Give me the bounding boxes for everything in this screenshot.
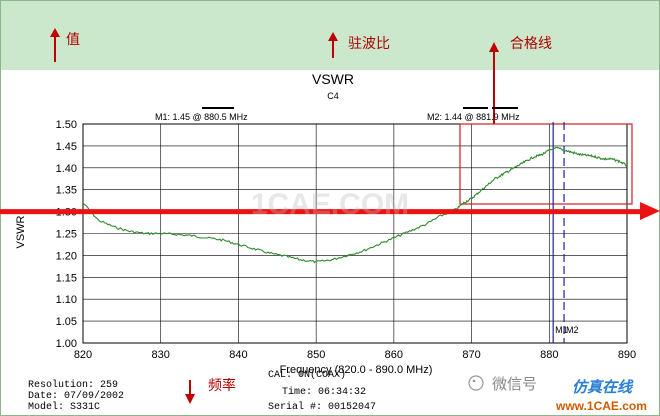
y-tick-label: 1.35 bbox=[56, 185, 77, 197]
value-annotation: 值 bbox=[50, 28, 80, 62]
footer-date: Date: 07/09/2002 bbox=[28, 390, 124, 402]
x-tick-label: 880 bbox=[540, 349, 558, 361]
y-tick-label: 1.40 bbox=[56, 163, 77, 175]
x-tick-label: 820 bbox=[74, 349, 92, 361]
header-banner bbox=[0, 0, 660, 70]
footer-serial: Serial #: 00152047 bbox=[268, 401, 376, 413]
wechat-watermark: 微信号 bbox=[468, 375, 537, 393]
y-axis-label: VSWR bbox=[15, 215, 27, 248]
frequency-arrow-head bbox=[185, 394, 195, 404]
marker-tag-1: M1 bbox=[555, 325, 568, 335]
y-tick-labels: 1.501.451.401.351.301.251.201.151.101.05… bbox=[56, 119, 77, 350]
site-watermark: www.1CAE.com bbox=[555, 399, 647, 413]
m2-readout: M2: 1.44 @ 881.9 MHz bbox=[427, 112, 520, 122]
x-tick-label: 840 bbox=[229, 349, 247, 361]
x-tick-labels: 820 830 840 850 860 870 880 890 bbox=[74, 349, 636, 361]
y-tick-label: 1.50 bbox=[56, 119, 77, 131]
x-tick-label: 890 bbox=[618, 349, 636, 361]
footer-time: Time: 06:34:32 bbox=[282, 386, 366, 398]
pass-line-arrowhead bbox=[640, 202, 660, 220]
vswr-annotation-label: 驻波比 bbox=[348, 36, 390, 52]
value-arrow-head bbox=[50, 28, 60, 37]
pass-line-annotation-label: 合格线 bbox=[510, 36, 552, 52]
highlight-box bbox=[459, 123, 633, 205]
x-tick-label: 830 bbox=[152, 349, 170, 361]
y-tick-label: 1.25 bbox=[56, 229, 77, 241]
x-axis-label: Frequency (820.0 - 890.0 MHz) bbox=[280, 364, 433, 376]
vswr-trace bbox=[82, 146, 628, 264]
y-tick-label: 1.15 bbox=[56, 272, 77, 284]
marker-tag-2: M2 bbox=[566, 325, 579, 335]
y-tick-label: 1.20 bbox=[56, 250, 77, 262]
footer-model: Model: S331C bbox=[28, 401, 100, 413]
footer-resolution: Resolution: 259 bbox=[28, 379, 118, 391]
value-annotation-label: 值 bbox=[66, 32, 80, 48]
wechat-icon bbox=[468, 375, 484, 391]
pass-line-arrow-head bbox=[489, 42, 499, 52]
brand-watermark: 仿真在线 bbox=[572, 378, 634, 396]
m1-readout: M1: 1.45 @ 880.5 MHz bbox=[155, 112, 248, 122]
y-tick-label: 1.45 bbox=[56, 141, 77, 153]
vswr-annotation: 驻波比 bbox=[328, 32, 390, 58]
center-watermark: 1CAE.COM bbox=[251, 188, 409, 221]
x-tick-label: 850 bbox=[307, 349, 325, 361]
chart-title: VSWR bbox=[312, 71, 354, 87]
chart-subtitle: C4 bbox=[327, 91, 339, 101]
wechat-icon-dot bbox=[472, 379, 476, 383]
wechat-id: 微信号 bbox=[492, 375, 537, 393]
x-tick-label: 870 bbox=[462, 349, 480, 361]
footer-cal: CAL: ON(COAX) bbox=[268, 369, 346, 381]
vswr-arrow-head bbox=[328, 32, 338, 41]
y-tick-label: 1.10 bbox=[56, 294, 77, 306]
frequency-annotation-label: 频率 bbox=[208, 377, 236, 394]
x-tick-label: 860 bbox=[385, 349, 403, 361]
y-tick-label: 1.05 bbox=[56, 316, 77, 328]
y-tick-label: 1.00 bbox=[56, 338, 77, 350]
